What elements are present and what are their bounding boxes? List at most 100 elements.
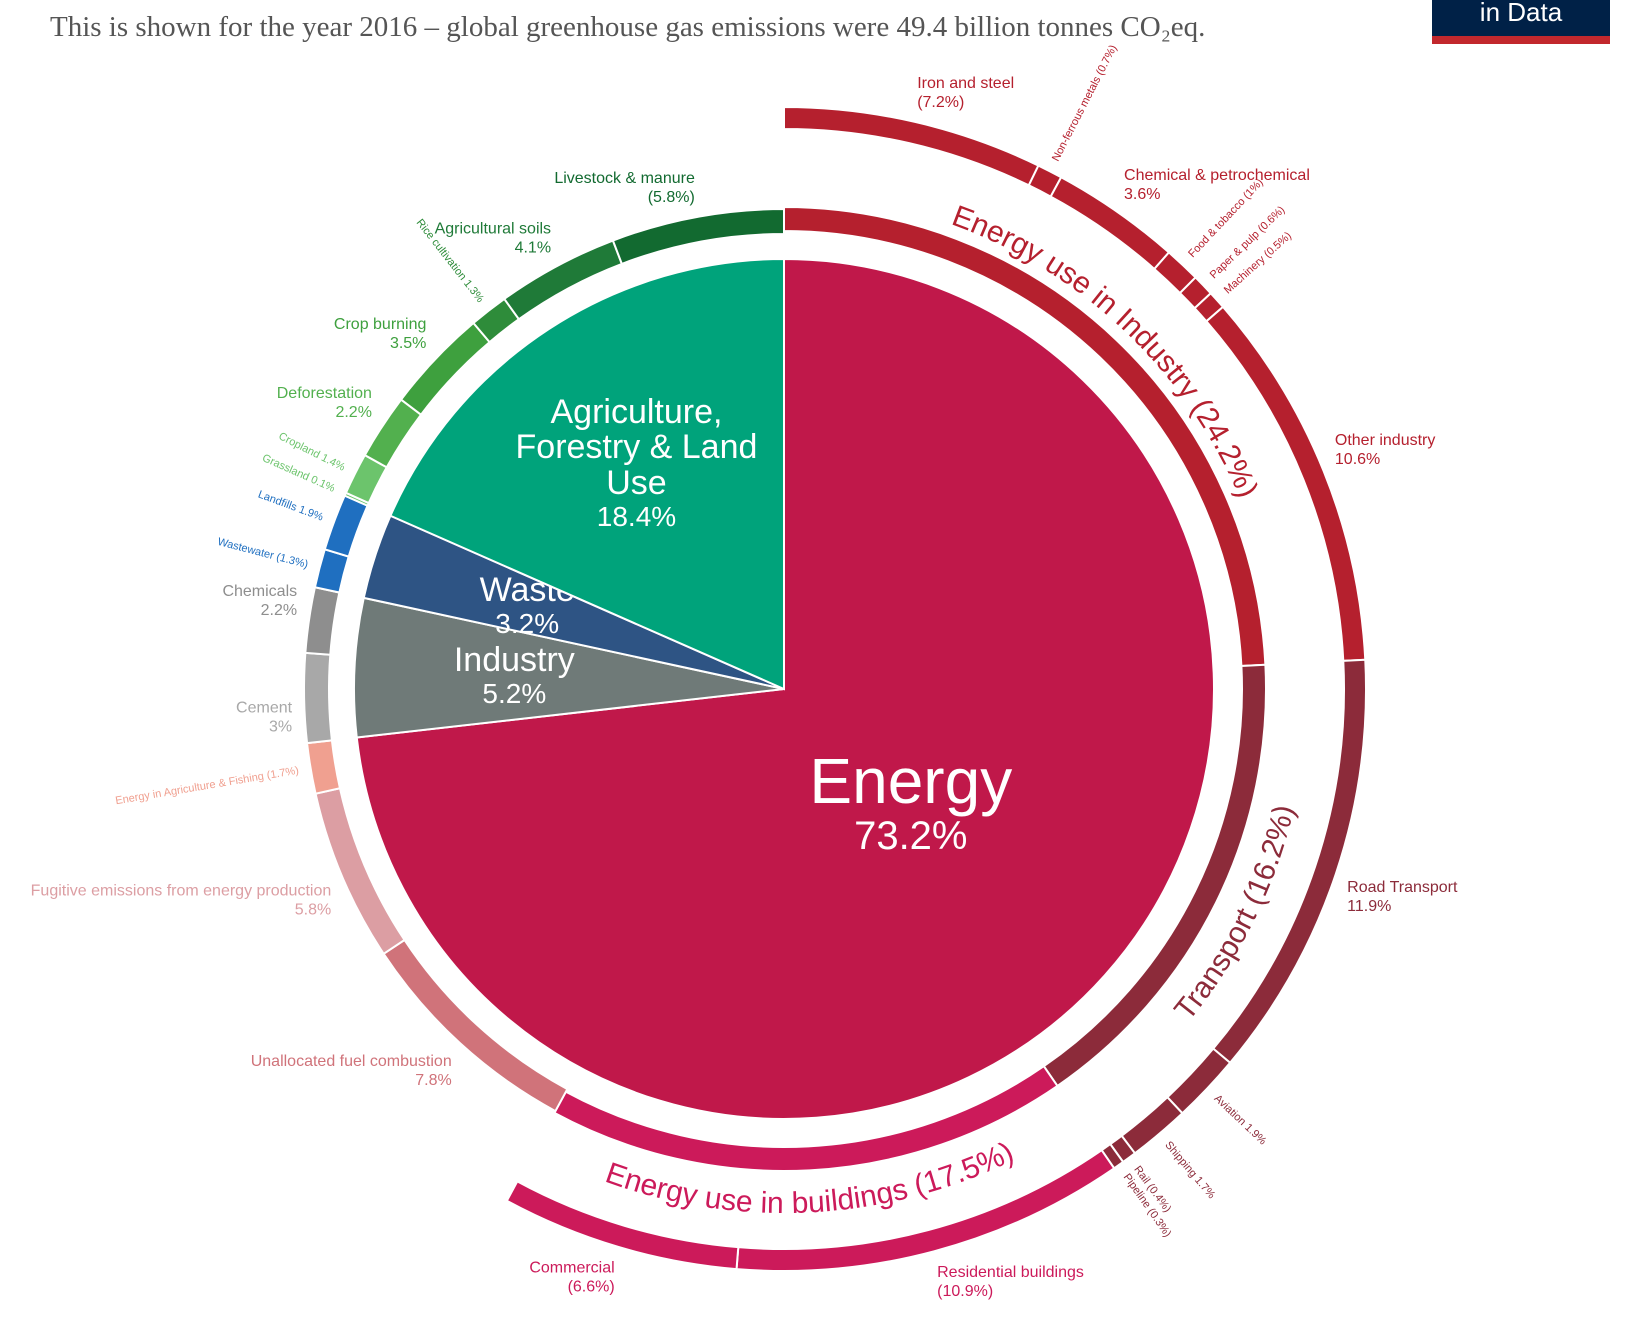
segment-value: (0.6%) <box>1256 204 1288 235</box>
segment-arc <box>611 207 785 266</box>
segment-value: 2.2% <box>261 602 297 619</box>
sector-value: 5.2% <box>482 677 547 709</box>
segment-value: (7.2%) <box>917 94 964 111</box>
segment-name: Agricultural soils <box>435 221 551 238</box>
segment-value: (0.5%) <box>1262 230 1294 261</box>
segment-arc <box>783 105 1040 187</box>
segment-label: Deforestation 2.2% <box>277 385 372 421</box>
segment-arc <box>303 651 334 745</box>
sector <box>353 596 785 739</box>
sector-value: 3.2% <box>495 607 560 639</box>
segment-label: Commercial (6.6%) <box>529 1259 614 1295</box>
segment-name: Road Transport <box>1347 879 1458 896</box>
segment-arc <box>363 398 423 469</box>
logo-bar <box>1432 36 1610 44</box>
segment-value: (6.6%) <box>568 1278 615 1295</box>
segment-value: 11.9% <box>1347 898 1391 915</box>
segment-label: Road Transport 11.9% <box>1347 879 1458 915</box>
segment-label: Chemicals 2.2% <box>222 583 297 619</box>
segment-label: Livestock & manure (5.8%) <box>554 170 695 206</box>
segment-arc <box>323 494 369 558</box>
sector <box>355 257 1215 1120</box>
sector-name: Energy <box>809 744 1013 817</box>
segment-name: Cropland <box>277 430 322 461</box>
segment-label: Energy in Agriculture & Fishing (1.7%) <box>114 765 299 808</box>
segment-value: 1.9% <box>1242 1121 1269 1147</box>
segment-label: Wastewater (1.3%) <box>216 536 309 571</box>
segment-value: 1.9% <box>297 504 325 524</box>
segment-name: Energy in Agriculture & Fishing <box>114 770 264 807</box>
segment-label: Aviation 1.9% <box>1212 1093 1269 1148</box>
segment-name: Chemical & petrochemical <box>1124 167 1310 184</box>
sector-label-box: Energy 73.2% <box>731 692 1091 912</box>
segment-name: Shipping <box>1162 1139 1199 1179</box>
segment-label: Landfills 1.9% <box>256 488 325 523</box>
segment-name: Cement <box>236 699 293 716</box>
logo-box <box>1432 0 1610 36</box>
segment-label: Fugitive emissions from energy productio… <box>31 883 332 919</box>
sector <box>389 257 785 691</box>
segment-name: Livestock & manure <box>554 170 695 187</box>
segment-name: Commercial <box>529 1259 614 1276</box>
segment-value: 5.8% <box>295 902 331 919</box>
sector-label-box: Waste 3.2% <box>387 496 667 716</box>
segment-name: Aviation <box>1212 1093 1249 1128</box>
segment-value: 10.6% <box>1335 451 1380 468</box>
sector-value: 73.2% <box>854 813 968 858</box>
segment-label: Other industry 10.6% <box>1335 432 1435 468</box>
segment-name: Iron and steel <box>917 75 1014 92</box>
segment-value: (1.3%) <box>275 551 309 571</box>
segment-arc <box>305 739 342 795</box>
segment-value: 0.1% <box>309 474 337 495</box>
sector-value: 18.4% <box>596 500 677 532</box>
segment-value: 3.6% <box>1124 186 1160 203</box>
segment-value: 1.3% <box>461 278 486 305</box>
segment-name: Fugitive emissions from energy productio… <box>31 883 332 900</box>
segment-value: (10.9%) <box>937 1283 993 1300</box>
segment-name: Unallocated fuel combustion <box>251 1053 452 1070</box>
segment-value: (0.3%) <box>1145 1206 1173 1239</box>
sector-name: Agriculture, Forestry & Land Use <box>515 392 758 502</box>
chart-subtitle: This is shown for the year 2016 – global… <box>50 11 1205 43</box>
segment-name: Landfills <box>256 488 298 513</box>
segment-value: 7.8% <box>415 1072 451 1089</box>
segment-value: 1.7% <box>1192 1174 1217 1201</box>
segment-label: Shipping 1.7% <box>1162 1139 1217 1201</box>
segment-name: Residential buildings <box>937 1264 1084 1281</box>
segment-name: Grassland <box>260 452 311 483</box>
segment-name: Wastewater <box>216 536 275 562</box>
segment-value: 4.1% <box>515 240 551 257</box>
segment-arc <box>505 1180 740 1271</box>
segment-value: 3% <box>269 718 292 735</box>
segment-arc <box>304 586 341 656</box>
segment-name: Non-ferrous metals <box>1050 74 1104 163</box>
segment-label: Unallocated fuel combustion 7.8% <box>251 1053 452 1089</box>
segment-name: Chemicals <box>222 583 297 600</box>
segment-value: 2.2% <box>335 404 371 421</box>
segment-value: (1.7%) <box>266 765 300 782</box>
sector-label-box: Industry 5.2% <box>374 565 654 785</box>
segment-label: Chemical & petrochemical 3.6% <box>1124 167 1310 203</box>
segment-label: Non-ferrous metals (0.7%) <box>1050 43 1120 163</box>
sector-label-box: Agriculture, Forestry & Land Use 18.4% <box>496 353 776 573</box>
segment-label: Iron and steel (7.2%) <box>917 75 1014 111</box>
segment-name: Crop burning <box>334 316 427 333</box>
sector-name: Industry <box>453 640 575 679</box>
segment-label: Crop burning 3.5% <box>334 316 427 352</box>
segment-arc <box>1211 658 1367 1065</box>
segment-label: Cement 3% <box>236 699 293 735</box>
logo-text: in Data <box>1480 0 1563 27</box>
segment-value: (0.7%) <box>1094 43 1119 77</box>
segment-label: Agricultural soils 4.1% <box>435 221 551 257</box>
segment-value: 3.5% <box>390 335 426 352</box>
segment-name: Deforestation <box>277 385 372 402</box>
segment-value: 1.4% <box>319 452 347 474</box>
segment-value: (5.8%) <box>648 189 695 206</box>
segment-label: Residential buildings (10.9%) <box>937 1264 1084 1300</box>
segment-name: Other industry <box>1335 432 1435 449</box>
